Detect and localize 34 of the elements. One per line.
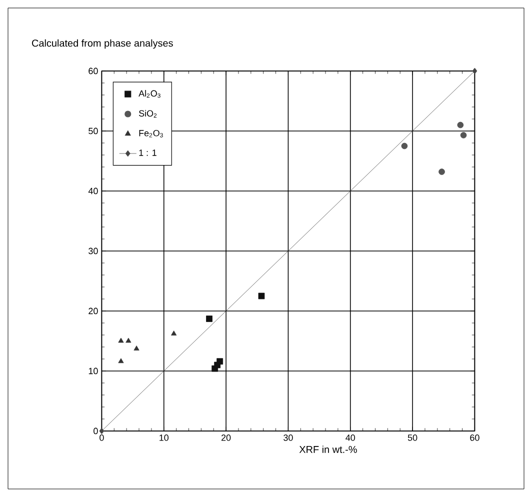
- point: [460, 132, 467, 138]
- point: [99, 428, 104, 434]
- y-tick-label: 40: [88, 188, 98, 194]
- x-tick-label: 30: [284, 434, 293, 441]
- x-tick-label: 40: [346, 434, 356, 441]
- legend-label: Al$_{2}$O$_{3}$: [138, 90, 160, 98]
- point: [118, 358, 124, 364]
- legend-label: 1 : 1: [139, 150, 156, 156]
- x-tick-label: 60: [470, 434, 480, 441]
- legend-label: SiO$_{2}$: [138, 110, 157, 118]
- x-tick-label: 50: [408, 434, 418, 441]
- point: [214, 362, 221, 368]
- chart-title: Calculated from phase analyses: [32, 39, 173, 49]
- x-axis-title: XRF in wt.-%: [299, 446, 357, 453]
- point: [134, 346, 140, 350]
- y-tick-label: 0: [94, 428, 98, 434]
- y-tick-label: 20: [88, 308, 98, 314]
- x-tick-label: 0: [100, 434, 104, 441]
- point: [206, 316, 212, 322]
- legend-label: Fe$_{2}$O$_{3}$: [139, 130, 163, 138]
- point: [126, 338, 132, 343]
- y-tick-label: 10: [88, 368, 98, 374]
- point: [401, 142, 408, 150]
- x-tick-label: 20: [222, 434, 231, 441]
- y-tick-label: 60: [88, 68, 98, 74]
- y-tick-label: 50: [88, 128, 98, 134]
- point: [258, 292, 265, 300]
- y-tick-label: 30: [88, 248, 98, 254]
- point: [118, 338, 124, 343]
- x-tick-label: 10: [160, 434, 169, 441]
- point: [171, 330, 177, 336]
- point: [457, 122, 464, 128]
- point: [472, 68, 478, 74]
- point: [438, 168, 445, 175]
